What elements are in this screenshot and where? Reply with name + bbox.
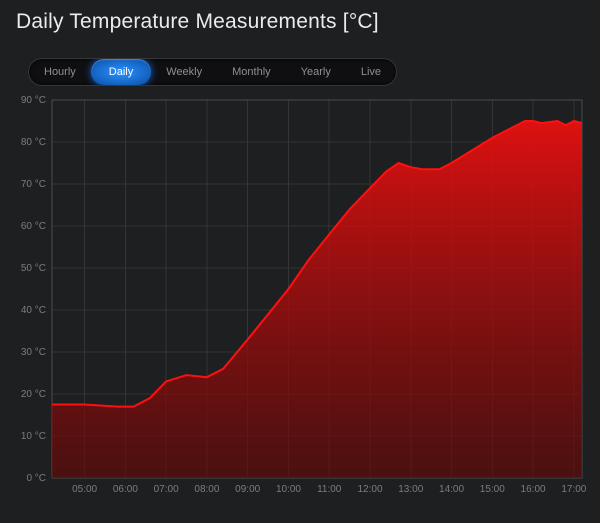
tab-weekly[interactable]: Weekly bbox=[151, 59, 217, 85]
svg-text:0 °C: 0 °C bbox=[26, 473, 46, 484]
svg-text:06:00: 06:00 bbox=[113, 484, 138, 495]
svg-text:20 °C: 20 °C bbox=[21, 389, 46, 400]
time-range-tabs: HourlyDailyWeeklyMonthlyYearlyLive bbox=[28, 58, 397, 86]
svg-text:05:00: 05:00 bbox=[72, 484, 97, 495]
tab-monthly[interactable]: Monthly bbox=[217, 59, 286, 85]
svg-text:10 °C: 10 °C bbox=[21, 431, 46, 442]
tab-hourly[interactable]: Hourly bbox=[29, 59, 91, 85]
svg-text:30 °C: 30 °C bbox=[21, 347, 46, 358]
page-title: Daily Temperature Measurements [°C] bbox=[16, 10, 379, 34]
svg-text:14:00: 14:00 bbox=[439, 484, 464, 495]
svg-text:10:00: 10:00 bbox=[276, 484, 301, 495]
svg-text:80 °C: 80 °C bbox=[21, 137, 46, 148]
tab-daily[interactable]: Daily bbox=[91, 59, 151, 85]
svg-text:13:00: 13:00 bbox=[398, 484, 423, 495]
svg-text:09:00: 09:00 bbox=[235, 484, 260, 495]
svg-text:90 °C: 90 °C bbox=[21, 95, 46, 106]
svg-text:08:00: 08:00 bbox=[194, 484, 219, 495]
svg-text:11:00: 11:00 bbox=[317, 484, 342, 495]
tab-live[interactable]: Live bbox=[346, 59, 396, 85]
tab-yearly[interactable]: Yearly bbox=[286, 59, 346, 85]
svg-text:15:00: 15:00 bbox=[480, 484, 505, 495]
svg-text:50 °C: 50 °C bbox=[21, 263, 46, 274]
svg-text:70 °C: 70 °C bbox=[21, 179, 46, 190]
svg-text:07:00: 07:00 bbox=[154, 484, 179, 495]
svg-text:16:00: 16:00 bbox=[521, 484, 546, 495]
svg-text:12:00: 12:00 bbox=[357, 484, 382, 495]
svg-text:40 °C: 40 °C bbox=[21, 305, 46, 316]
svg-text:60 °C: 60 °C bbox=[21, 221, 46, 232]
temperature-chart: 0 °C 10 °C 20 °C 30 °C 40 °C 50 °C 60 °C 70 °C 8… bbox=[12, 92, 588, 512]
svg-text:17:00: 17:00 bbox=[561, 484, 586, 495]
